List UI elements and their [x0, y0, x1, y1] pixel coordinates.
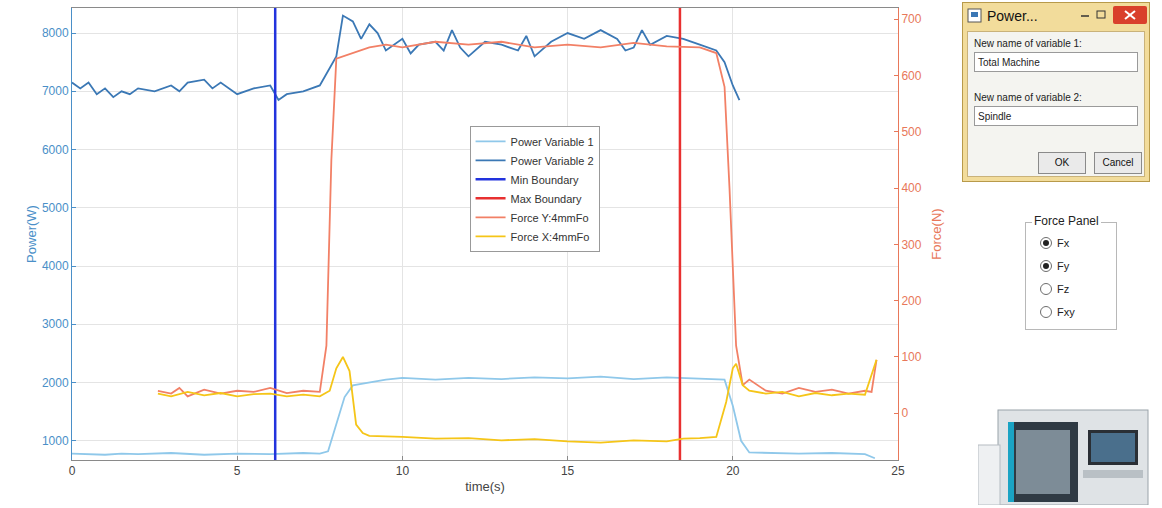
svg-text:400: 400 [901, 181, 921, 195]
svg-text:Fz: Fz [1057, 283, 1069, 295]
svg-text:300: 300 [901, 238, 921, 252]
html-text:Power...: Power... [987, 8, 1038, 24]
svg-text:time(s): time(s) [465, 479, 505, 494]
svg-text:5000: 5000 [42, 201, 69, 215]
svg-text:100: 100 [901, 350, 921, 364]
svg-text:500: 500 [901, 125, 921, 139]
svg-text:5: 5 [234, 464, 241, 478]
svg-text:6000: 6000 [42, 143, 69, 157]
svg-text:20: 20 [726, 464, 740, 478]
svg-text:25: 25 [891, 464, 905, 478]
html-text:OK: OK [1054, 157, 1070, 168]
html-text:Cancel: Cancel [1102, 157, 1134, 168]
svg-text:Fx: Fx [1057, 237, 1070, 249]
html-text:Spindle: Spindle [978, 111, 1012, 122]
svg-text:Force(N): Force(N) [929, 208, 944, 259]
svg-text:Max Boundary: Max Boundary [511, 193, 582, 205]
svg-text:10: 10 [396, 464, 410, 478]
svg-text:1000: 1000 [42, 434, 69, 448]
svg-text:Power(W): Power(W) [24, 205, 39, 263]
html-text:Total Machine: Total Machine [978, 57, 1040, 68]
svg-text:Power Variable 1: Power Variable 1 [511, 136, 594, 148]
html-text:Force Panel: Force Panel [1034, 214, 1099, 228]
svg-text:Min Boundary: Min Boundary [511, 174, 579, 186]
svg-text:0: 0 [901, 406, 908, 420]
svg-text:200: 200 [901, 294, 921, 308]
svg-text:Force X:4mmFo: Force X:4mmFo [511, 231, 590, 243]
html-text:New name of variable 1:: New name of variable 1: [974, 38, 1082, 49]
html-text:New name of variable 2:: New name of variable 2: [974, 92, 1082, 103]
svg-text:4000: 4000 [42, 259, 69, 273]
svg-text:Fxy: Fxy [1057, 306, 1075, 318]
svg-text:7000: 7000 [42, 84, 69, 98]
svg-text:Fy: Fy [1057, 260, 1070, 272]
svg-text:8000: 8000 [42, 26, 69, 40]
svg-text:15: 15 [561, 464, 575, 478]
svg-text:700: 700 [901, 12, 921, 26]
svg-text:Force Y:4mmFo: Force Y:4mmFo [511, 212, 589, 224]
svg-text:2000: 2000 [42, 376, 69, 390]
svg-text:Power Variable 2: Power Variable 2 [511, 155, 594, 167]
svg-text:0: 0 [69, 464, 76, 478]
svg-text:3000: 3000 [42, 317, 69, 331]
svg-text:600: 600 [901, 69, 921, 83]
